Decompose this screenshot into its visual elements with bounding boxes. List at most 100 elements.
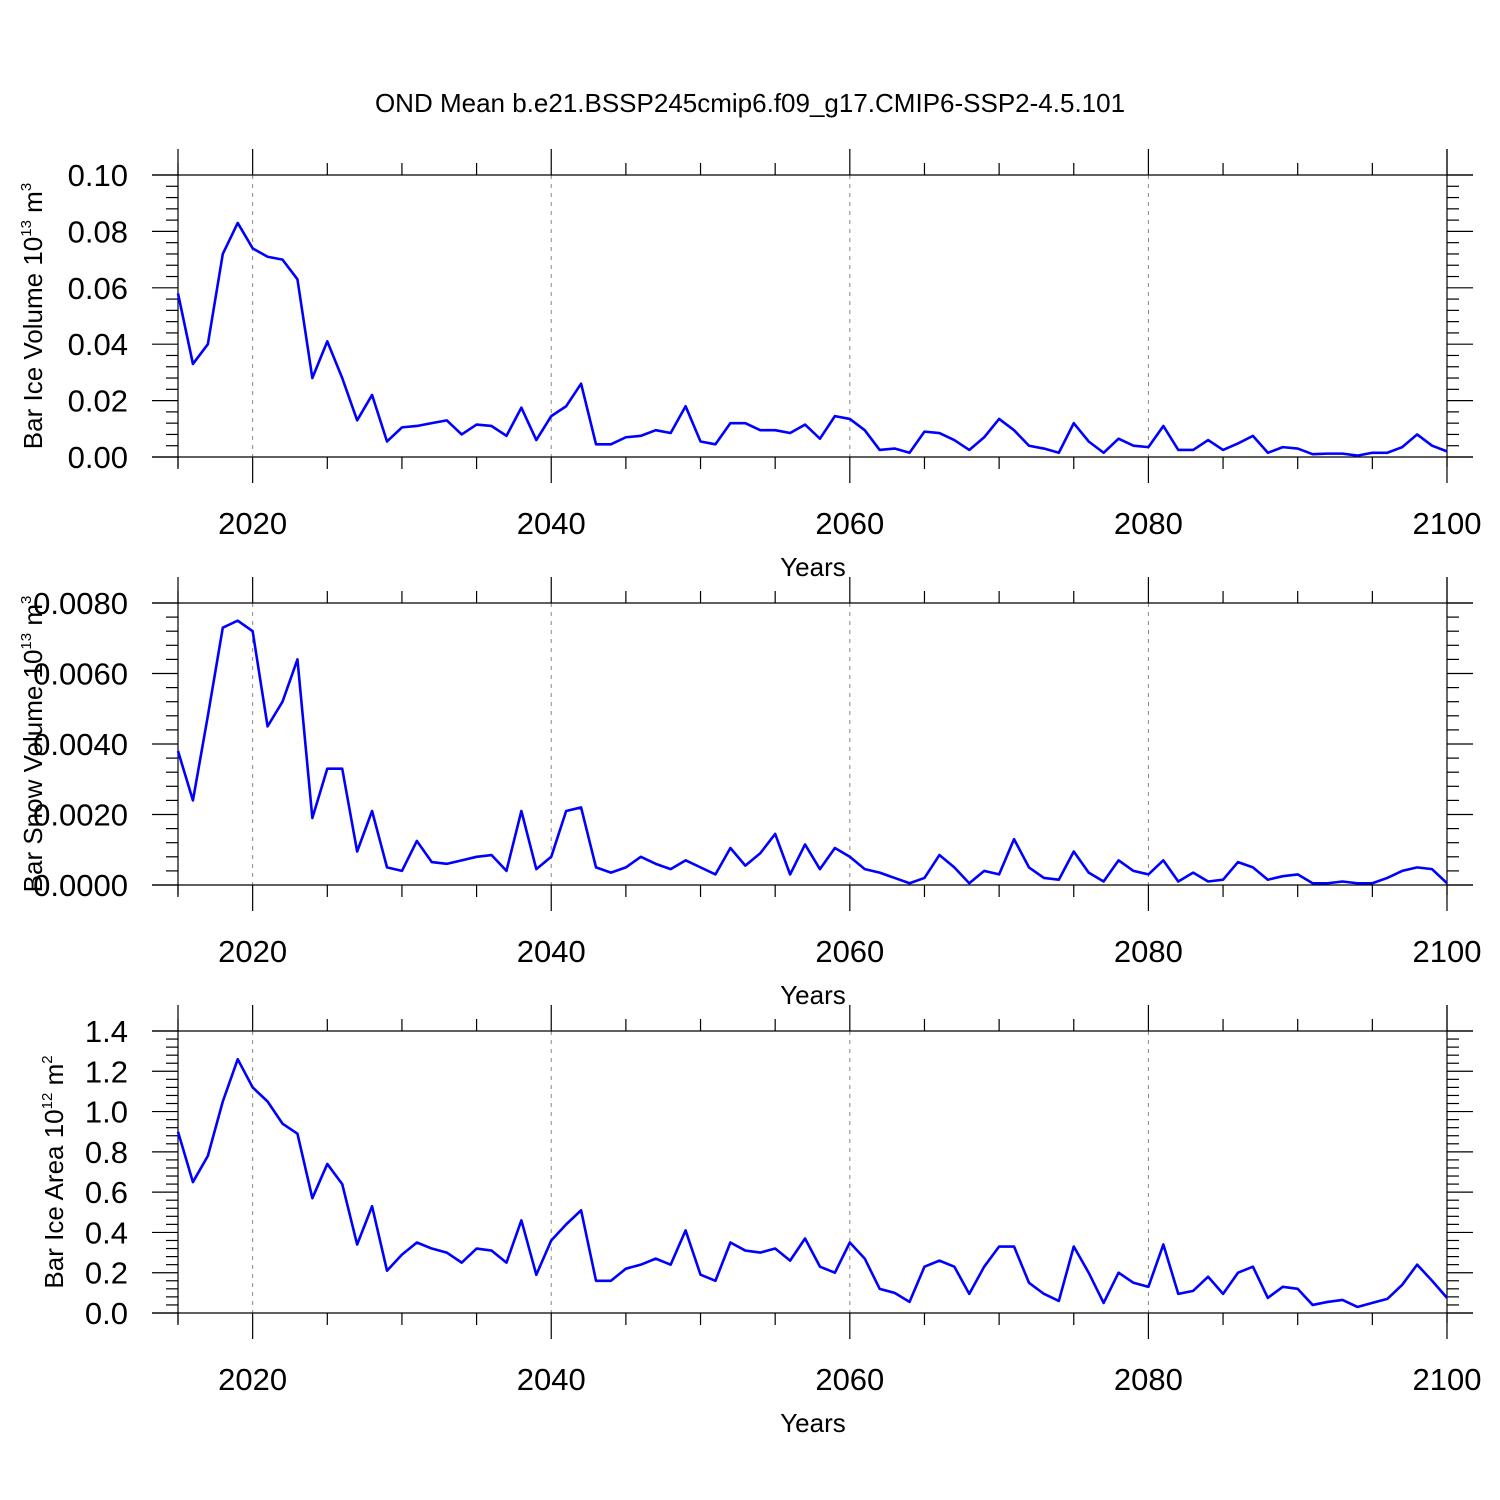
data-point xyxy=(997,1245,1001,1249)
data-point xyxy=(1296,447,1300,451)
data-point xyxy=(1355,881,1359,885)
panel-2: 0.0000 0.0020 0.0040 0.0060 0.0080 2020 2040 20… xyxy=(18,577,1481,1010)
data-point xyxy=(295,1132,299,1136)
x-tick-label: 2040 xyxy=(517,934,586,969)
y-tick-label: 0.0000 xyxy=(33,868,128,903)
data-point xyxy=(758,428,762,432)
data-point xyxy=(967,881,971,885)
data-point xyxy=(1355,1305,1359,1309)
data-point xyxy=(281,700,285,704)
data-point xyxy=(415,1241,419,1245)
data-point xyxy=(430,1247,434,1251)
data-point xyxy=(1102,451,1106,455)
data-point xyxy=(908,1300,912,1304)
data-point xyxy=(310,1196,314,1200)
y-axis-label-unit-exponent: 3 xyxy=(18,183,35,191)
data-point xyxy=(236,221,240,225)
data-point xyxy=(1131,444,1135,448)
data-point xyxy=(400,425,404,429)
x-tick-label: 2080 xyxy=(1114,934,1183,969)
data-point xyxy=(728,421,732,425)
data-point xyxy=(833,846,837,850)
data-point xyxy=(922,430,926,434)
data-point xyxy=(818,1265,822,1269)
data-point xyxy=(460,858,464,862)
y-axis-label-unit-exponent: 2 xyxy=(39,1055,56,1063)
data-point xyxy=(1370,451,1374,455)
data-point xyxy=(266,724,270,728)
data-point xyxy=(1072,1245,1076,1249)
data-point xyxy=(848,1241,852,1245)
data-point xyxy=(908,881,912,885)
y-axis-label-text: Bar Ice Volume 10 xyxy=(18,237,48,449)
data-point xyxy=(534,438,538,442)
data-point xyxy=(251,629,255,633)
data-point xyxy=(1236,860,1240,864)
y-tick-label: 1.4 xyxy=(85,1014,128,1049)
data-point xyxy=(609,1279,613,1283)
data-point xyxy=(415,424,419,428)
data-point xyxy=(699,1273,703,1277)
series-line xyxy=(176,1057,1448,1309)
data-point xyxy=(609,442,613,446)
data-point xyxy=(967,1292,971,1296)
data-point xyxy=(1400,445,1404,449)
data-point xyxy=(1385,451,1389,455)
y-tick-label: 0.08 xyxy=(68,214,128,249)
data-point xyxy=(1206,879,1210,883)
data-point xyxy=(549,1238,553,1242)
data-point xyxy=(1191,448,1195,452)
data-point xyxy=(1027,1281,1031,1285)
y-tick-label: 1.0 xyxy=(85,1095,128,1130)
data-point xyxy=(1206,1275,1210,1279)
y-axis-label-unit: m xyxy=(39,1064,69,1093)
data-point xyxy=(445,862,449,866)
data-point xyxy=(1266,451,1270,455)
y-tick-label: 0.0080 xyxy=(33,586,128,621)
data-point xyxy=(922,1265,926,1269)
data-point xyxy=(1072,421,1076,425)
data-point xyxy=(893,1291,897,1295)
data-point xyxy=(1146,872,1150,876)
data-point xyxy=(1087,871,1091,875)
series-line xyxy=(176,619,1448,885)
data-point xyxy=(325,1162,329,1166)
data-point xyxy=(460,432,464,436)
data-point xyxy=(251,1085,255,1089)
data-point xyxy=(1445,881,1449,885)
data-point xyxy=(1251,1265,1255,1269)
y-axis-label-exponent: 13 xyxy=(18,220,35,237)
y-axis-label: Bar Snow Volume 1013 m3 xyxy=(18,596,48,893)
data-point xyxy=(863,428,867,432)
y-tick-label: 0.2 xyxy=(85,1256,128,1291)
data-point xyxy=(937,853,941,857)
data-point xyxy=(579,382,583,386)
data-point xyxy=(430,421,434,425)
data-point xyxy=(519,406,523,410)
data-point xyxy=(206,714,210,718)
data-point xyxy=(669,867,673,871)
data-point xyxy=(370,393,374,397)
figure-title: OND Mean b.e21.BSSP245cmip6.f09_g17.CMIP… xyxy=(375,88,1125,118)
data-point xyxy=(266,255,270,259)
data-point xyxy=(654,862,658,866)
data-point xyxy=(385,1269,389,1273)
data-point xyxy=(624,1267,628,1271)
y-tick-label: 0.8 xyxy=(85,1135,128,1170)
data-point xyxy=(1146,1285,1150,1289)
data-point xyxy=(519,809,523,813)
data-point xyxy=(564,1222,568,1226)
data-point xyxy=(788,431,792,435)
data-point xyxy=(1176,1292,1180,1296)
x-axis-label: Years xyxy=(780,1408,846,1438)
data-point xyxy=(400,869,404,873)
data-point xyxy=(1281,1285,1285,1289)
y-tick-label: 0.00 xyxy=(68,440,128,475)
data-point xyxy=(1161,1243,1165,1247)
data-point xyxy=(833,414,837,418)
x-tick-label: 2020 xyxy=(218,506,287,541)
data-point xyxy=(579,1208,583,1212)
y-tick-label: 0.0 xyxy=(85,1296,128,1331)
data-point xyxy=(549,855,553,859)
data-point xyxy=(1027,444,1031,448)
